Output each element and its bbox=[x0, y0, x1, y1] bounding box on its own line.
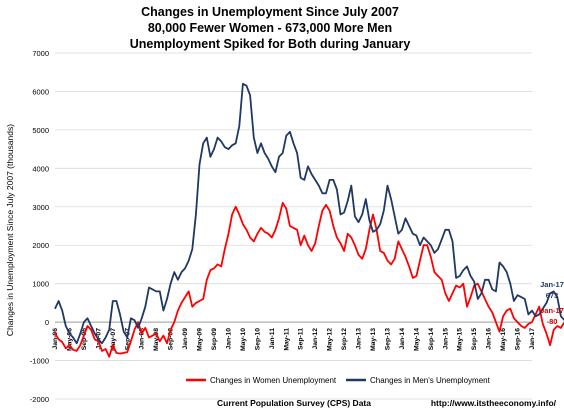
x-tick-label: Sep-07 bbox=[124, 328, 131, 351]
series-lines bbox=[54, 82, 564, 358]
x-tick-label: Jan-17 bbox=[529, 328, 536, 350]
x-tick-label: May-08 bbox=[153, 328, 160, 351]
series-line-men bbox=[54, 82, 564, 345]
x-tick-label: May-10 bbox=[240, 328, 247, 351]
series-line-women bbox=[54, 201, 564, 358]
y-axis-label: Changes in Unemployment Since July 2007 … bbox=[5, 124, 15, 336]
x-tick-label: May-15 bbox=[457, 328, 464, 351]
x-tick-label: Jan-15 bbox=[442, 328, 449, 350]
x-axis-ticks: Jan-06 May-06 Sep-06 Jan-07 May-07 Sep-07 Jan-… bbox=[52, 328, 536, 351]
legend-label-women: Changes in Women Unemployment bbox=[210, 376, 337, 385]
x-tick-label: Sep-16 bbox=[515, 328, 522, 351]
x-tick-label: Sep-06 bbox=[81, 328, 88, 351]
y-tick-label: 6000 bbox=[32, 87, 49, 96]
y-tick-label: 0 bbox=[45, 318, 49, 327]
x-tick-label: Sep-08 bbox=[168, 328, 175, 351]
x-tick-label: Sep-10 bbox=[254, 328, 261, 351]
x-tick-label: May-13 bbox=[370, 328, 377, 351]
y-tick-label: 1000 bbox=[32, 280, 49, 289]
y-tick-label: 4000 bbox=[32, 164, 49, 173]
legend: Changes in Women Unemployment Changes in… bbox=[186, 376, 491, 385]
y-tick-label: -1000 bbox=[30, 357, 49, 366]
y-tick-label: 3000 bbox=[32, 203, 49, 212]
x-tick-label: May-11 bbox=[283, 328, 290, 351]
x-tick-label: Jan-12 bbox=[312, 328, 319, 350]
x-tick-label: Jan-11 bbox=[269, 328, 276, 349]
source-caption: Current Population Survey (CPS) Data bbox=[217, 398, 371, 408]
legend-label-men: Changes in Men's Unemployment bbox=[370, 376, 491, 385]
x-tick-label: Jan-08 bbox=[139, 328, 146, 350]
x-tick-label: Jan-06 bbox=[52, 328, 59, 350]
x-tick-label: Sep-14 bbox=[428, 328, 435, 351]
y-tick-label: 7000 bbox=[32, 49, 49, 58]
x-tick-label: Sep-13 bbox=[384, 328, 391, 351]
x-tick-label: May-12 bbox=[327, 328, 334, 351]
x-tick-label: Jan-16 bbox=[486, 328, 493, 350]
x-tick-label: Sep-09 bbox=[211, 328, 218, 351]
x-tick-label: Jan-14 bbox=[399, 328, 406, 350]
x-tick-label: May-06 bbox=[66, 328, 73, 351]
y-tick-label: 2000 bbox=[32, 241, 49, 250]
x-tick-label: May-14 bbox=[413, 328, 420, 351]
x-tick-label: May-07 bbox=[110, 328, 117, 351]
chart-title-line-3: Unemployment Spiked for Both during Janu… bbox=[130, 37, 411, 51]
men-end-value-label: 673 bbox=[546, 291, 559, 300]
men-end-date-label: Jan-17 bbox=[540, 280, 564, 289]
end-value-annotations: Jan-17 673 Jan-17 -80 bbox=[540, 280, 564, 326]
x-tick-label: Jan-09 bbox=[182, 328, 189, 350]
y-tick-label: 5000 bbox=[32, 126, 49, 135]
y-tick-label: -2000 bbox=[30, 395, 49, 404]
chart-title-line-1: Changes in Unemployment Since July 2007 bbox=[141, 5, 399, 19]
x-tick-label: Jan-13 bbox=[356, 328, 363, 350]
x-tick-label: Sep-12 bbox=[341, 328, 348, 351]
chart-title-block: Changes in Unemployment Since July 2007 … bbox=[130, 5, 411, 51]
y-axis-ticks: -2000 -1000 0 1000 2000 3000 4000 5000 6000 7000 bbox=[30, 49, 49, 404]
chart-title-line-2: 80,000 Fewer Women - 673,000 More Men bbox=[148, 21, 392, 35]
source-url: http://www.itstheeconomy.info/ bbox=[431, 398, 557, 408]
x-tick-label: Sep-15 bbox=[471, 328, 478, 351]
women-end-date-label: Jan-17 bbox=[540, 306, 564, 315]
x-tick-label: Sep-11 bbox=[298, 328, 305, 350]
x-tick-label: Jan-10 bbox=[225, 328, 232, 350]
women-end-value-label: -80 bbox=[547, 317, 558, 326]
x-tick-label: May-16 bbox=[500, 328, 507, 351]
x-tick-label: May-09 bbox=[197, 328, 204, 351]
